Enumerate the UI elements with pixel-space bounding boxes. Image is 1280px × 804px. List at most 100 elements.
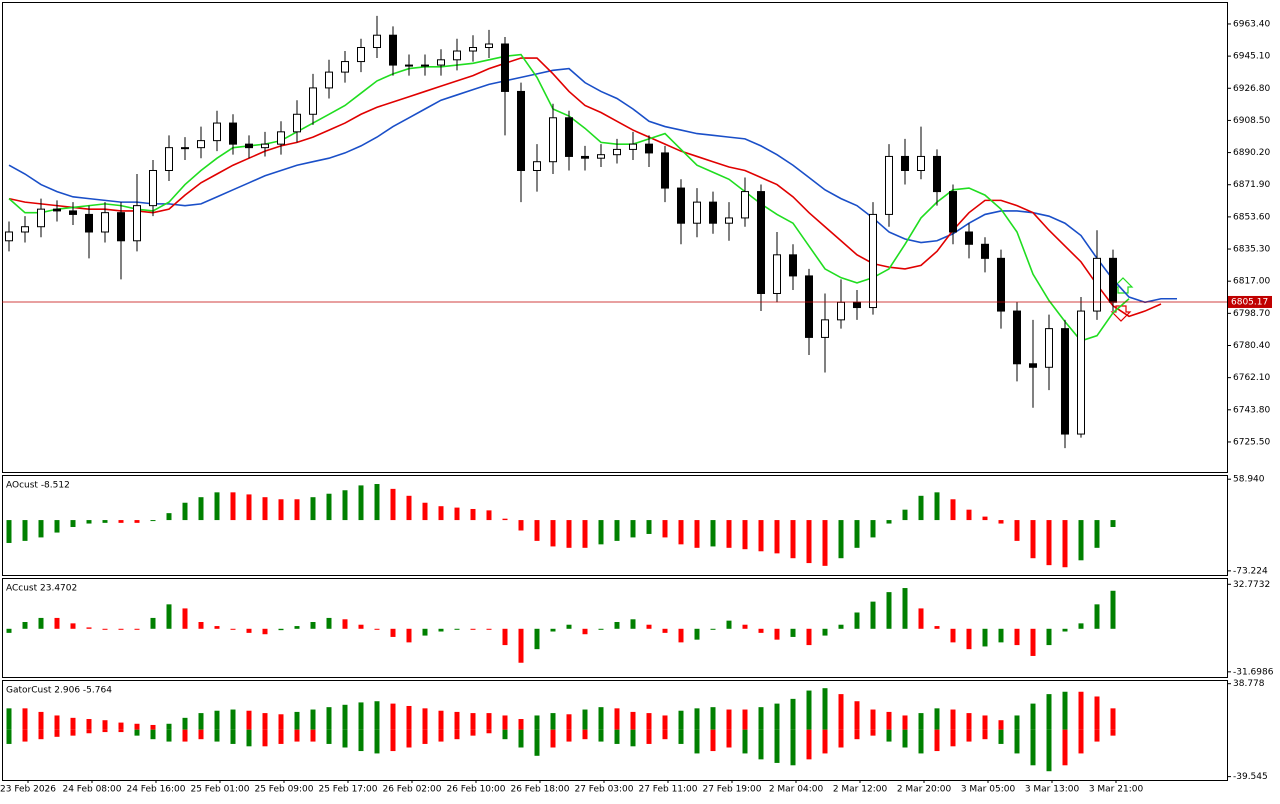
y-tick-label: -39.545 xyxy=(1233,772,1268,782)
gator-bar xyxy=(1078,729,1084,754)
x-tick-label: 24 Feb 16:00 xyxy=(126,785,185,795)
candle-body xyxy=(213,122,221,142)
histogram-bar xyxy=(1046,628,1052,646)
x-tick-label: 2 Mar 04:00 xyxy=(769,785,824,795)
candle-body xyxy=(533,161,541,171)
histogram-bar xyxy=(358,624,364,629)
histogram-bar xyxy=(630,520,636,538)
gator-bar xyxy=(310,709,316,730)
histogram-bar xyxy=(1046,520,1052,566)
candle-body xyxy=(757,191,765,294)
gator-bar xyxy=(1046,729,1052,772)
gator-bar xyxy=(918,713,924,730)
gator-bar xyxy=(422,729,428,744)
gator-bar xyxy=(822,688,828,730)
gator-bar xyxy=(806,729,812,760)
gator-bar xyxy=(582,709,588,730)
histogram-bar xyxy=(614,520,620,541)
candle-body xyxy=(613,148,621,156)
histogram-bar xyxy=(422,502,428,521)
histogram-bar xyxy=(246,494,252,521)
histogram-bar xyxy=(1030,628,1036,656)
panel-title: ACcust 23.4702 xyxy=(6,584,77,594)
candle-body xyxy=(837,301,845,321)
gator-bar xyxy=(534,729,540,756)
histogram-bar xyxy=(70,623,76,629)
candle-body xyxy=(277,131,285,145)
candle-body xyxy=(1013,310,1021,365)
histogram-bar xyxy=(934,626,940,629)
histogram-bar xyxy=(1062,520,1068,568)
gator-bar xyxy=(38,711,44,730)
gator-bar xyxy=(678,710,684,730)
ma-line xyxy=(8,67,1177,304)
gator-bar xyxy=(502,729,508,740)
histogram-bar xyxy=(310,622,316,629)
gator-bar xyxy=(70,717,76,730)
candle-body xyxy=(469,47,477,52)
x-tick-label: 26 Feb 02:00 xyxy=(382,785,441,795)
candle-body xyxy=(85,213,93,233)
histogram-bar xyxy=(422,628,428,636)
candle-body xyxy=(773,254,781,294)
histogram-bar xyxy=(70,520,76,528)
gator-bar xyxy=(694,729,700,754)
gator-bar xyxy=(518,729,524,748)
x-tick-label: 3 Mar 05:00 xyxy=(961,785,1016,795)
histogram-bar xyxy=(982,516,988,521)
histogram-bar xyxy=(998,520,1004,524)
candle-body xyxy=(549,117,557,163)
candle-body xyxy=(629,143,637,150)
histogram-bar xyxy=(662,628,668,633)
gator-bar xyxy=(294,729,300,742)
candle-body xyxy=(149,169,157,207)
histogram-bar xyxy=(838,520,844,559)
candle-body xyxy=(197,140,205,149)
histogram-bar xyxy=(294,626,300,629)
histogram-bar xyxy=(134,520,140,523)
gator-bar xyxy=(182,717,188,730)
histogram-bar xyxy=(166,604,172,629)
gator-bar xyxy=(134,729,140,736)
candle-body xyxy=(949,191,957,233)
y-tick-label: 6890.20 xyxy=(1233,148,1270,158)
gator-bar xyxy=(806,690,812,730)
gator-bar xyxy=(54,729,60,737)
histogram-bar xyxy=(470,508,476,521)
histogram-bar xyxy=(854,612,860,629)
candle-body xyxy=(69,210,77,215)
gator-bar xyxy=(902,715,908,730)
histogram-bar xyxy=(646,624,652,629)
candle-body xyxy=(373,34,381,49)
gator-bar xyxy=(470,729,476,736)
gator-bar xyxy=(854,701,860,730)
histogram-bar xyxy=(950,499,956,521)
gator-bar xyxy=(326,707,332,730)
gator-bar xyxy=(214,710,220,730)
histogram-bar xyxy=(22,622,28,629)
candle-body xyxy=(885,155,893,215)
histogram-bar xyxy=(998,628,1004,643)
histogram-bar xyxy=(678,520,684,545)
gator-bar xyxy=(1078,691,1084,730)
histogram-bar xyxy=(342,619,348,629)
candle-body xyxy=(37,208,45,228)
candle-body xyxy=(725,217,733,224)
histogram-bar xyxy=(1014,628,1020,646)
gator-bar xyxy=(406,729,412,748)
gator-bar xyxy=(790,729,796,766)
histogram-bar xyxy=(86,520,92,524)
histogram-bar xyxy=(454,507,460,521)
histogram-bar xyxy=(614,622,620,629)
gator-bar xyxy=(454,729,460,740)
histogram-bar xyxy=(902,588,908,629)
gator-bar xyxy=(486,729,492,734)
gator-bar xyxy=(630,729,636,747)
candle-body xyxy=(853,301,861,309)
histogram-bar xyxy=(38,617,44,629)
gator-bar xyxy=(438,710,444,730)
gator-bar xyxy=(102,729,108,733)
histogram-bar xyxy=(678,628,684,643)
gator-bar xyxy=(470,713,476,730)
